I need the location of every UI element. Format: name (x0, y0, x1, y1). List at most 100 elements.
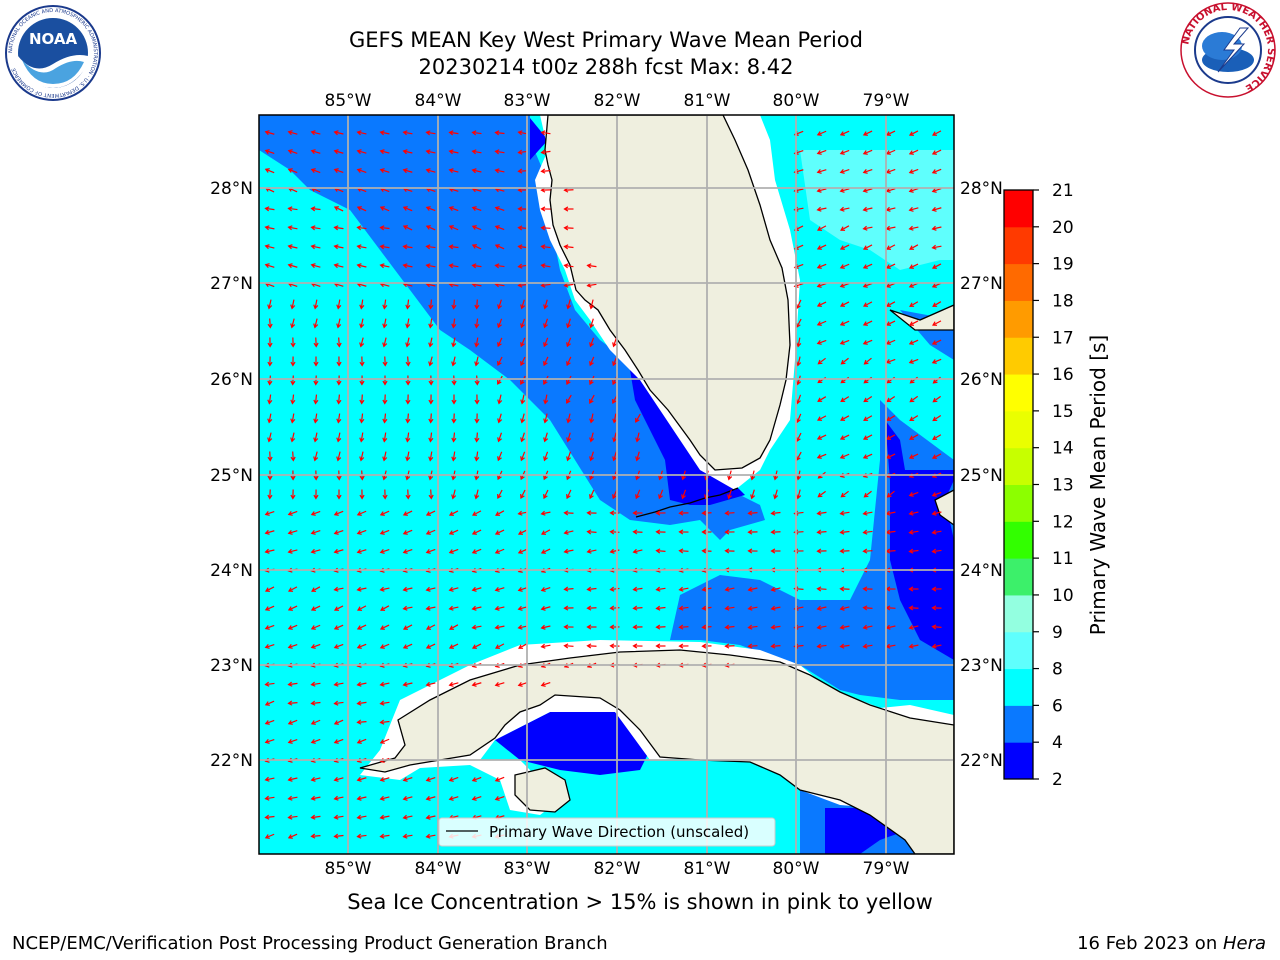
wave-direction-arrowhead (471, 644, 478, 649)
wave-direction-arrow (520, 318, 526, 328)
wave-direction-arrowhead (359, 304, 365, 310)
wave-direction-arrowhead (701, 624, 707, 630)
wave-direction-arrow (452, 451, 456, 461)
wave-direction-arrowhead (839, 529, 845, 535)
wave-direction-arrow (334, 131, 344, 135)
wave-direction-arrow (383, 413, 387, 423)
wave-direction-arrowhead (520, 399, 526, 405)
wave-direction-arrow (771, 645, 781, 647)
period-2-4-region-east (885, 420, 954, 660)
colorbar-segment (1004, 410, 1033, 449)
wave-direction-arrowhead (313, 399, 319, 405)
wave-direction-arrowhead (264, 529, 270, 535)
wave-direction-arrow (265, 510, 275, 516)
wave-direction-arrow (498, 394, 502, 404)
wave-direction-arrowhead (540, 549, 546, 554)
wave-direction-arrow (265, 682, 275, 686)
wave-direction-arrowhead (287, 625, 293, 630)
wave-direction-arrowhead (405, 437, 411, 443)
wave-direction-arrowhead (494, 530, 500, 535)
wave-direction-arrow (472, 264, 482, 268)
wave-direction-arrowhead (589, 437, 595, 443)
wave-direction-arrowhead (310, 681, 316, 687)
wave-direction-arrow (886, 320, 896, 326)
wave-direction-arrowhead (635, 456, 641, 462)
lat-label: 28°N (210, 179, 253, 199)
wave-direction-arrow (380, 605, 390, 611)
wave-direction-arrowhead (359, 437, 365, 443)
wave-direction-arrowhead (517, 168, 523, 174)
wave-direction-arrowhead (497, 399, 503, 405)
wave-direction-arrowhead (543, 379, 548, 386)
wave-direction-arrow (497, 318, 503, 328)
wave-direction-arrow (311, 701, 321, 705)
map-frame-content (259, 115, 954, 854)
wave-direction-arrow (886, 358, 896, 364)
wave-direction-arrow (932, 626, 942, 628)
colorbar-tick-label: 20 (1052, 218, 1074, 238)
wave-direction-arrow (380, 549, 390, 553)
wave-direction-arrow (886, 263, 896, 269)
wave-direction-arrowhead (517, 149, 523, 155)
wave-direction-arrowhead (356, 130, 362, 136)
wave-direction-arrowhead (540, 530, 547, 535)
cuba-landmass (359, 649, 954, 854)
wave-direction-arrow (311, 815, 321, 819)
wave-direction-arrow (288, 643, 298, 649)
wave-direction-arrowhead (356, 776, 362, 782)
wave-direction-arrow (566, 489, 572, 499)
wave-direction-arrow (403, 548, 413, 554)
wave-direction-arrow (380, 815, 390, 819)
wave-direction-arrow (357, 721, 367, 723)
wave-direction-arrowhead (497, 323, 502, 329)
wave-direction-arrow (566, 394, 572, 404)
wave-direction-arrow (311, 777, 321, 781)
wave-direction-arrowhead (290, 323, 296, 329)
wave-direction-arrowhead (908, 529, 914, 535)
wave-direction-arrowhead (589, 418, 595, 424)
wave-direction-arrowhead (724, 529, 730, 535)
wave-direction-arrow (495, 264, 505, 268)
wave-direction-arrow (475, 318, 479, 328)
wave-direction-arrowhead (862, 435, 869, 440)
wave-direction-arrowhead (448, 244, 454, 250)
wave-direction-arrowhead (336, 361, 342, 367)
wave-direction-arrow (453, 299, 455, 309)
colorbar-tick-label: 13 (1052, 476, 1074, 496)
wave-direction-arrowhead (449, 625, 455, 630)
wave-direction-arrowhead (886, 492, 892, 498)
wave-direction-arrow (796, 394, 802, 404)
wave-direction-arrowhead (310, 529, 316, 535)
wave-direction-arrowhead (356, 833, 362, 839)
wave-direction-arrowhead (609, 548, 615, 554)
wave-direction-arrowhead (862, 529, 868, 535)
wave-direction-arrowhead (310, 644, 316, 649)
wave-direction-arrow (288, 777, 298, 781)
wave-direction-arrowhead (932, 302, 938, 307)
wave-direction-arrowhead (586, 624, 592, 630)
wave-direction-arrow (288, 682, 298, 686)
wave-direction-arrowhead (451, 437, 457, 443)
wave-direction-arrowhead (313, 323, 319, 329)
wave-direction-arrowhead (517, 586, 523, 592)
wave-direction-arrowhead (747, 586, 753, 592)
wave-direction-arrowhead (359, 342, 365, 348)
wave-direction-arrow (633, 587, 643, 591)
wave-direction-arrow (429, 299, 433, 309)
wave-direction-arrowhead (402, 130, 408, 136)
wave-direction-arrowhead (747, 529, 753, 535)
wave-direction-arrow (380, 169, 390, 173)
wave-direction-arrowhead (885, 435, 892, 440)
wave-direction-arrow (426, 510, 436, 516)
wave-direction-arrowhead (724, 643, 730, 649)
lon-label: 82°W (594, 859, 641, 879)
wave-direction-arrow (863, 434, 873, 440)
wave-direction-arrowhead (885, 131, 891, 136)
wave-direction-arrow (863, 188, 873, 192)
wave-direction-arrowhead (886, 378, 892, 384)
wave-direction-arrowhead (908, 340, 914, 345)
wave-direction-arrowhead (287, 700, 293, 706)
wave-direction-arrowhead (451, 418, 457, 424)
wave-direction-arrow (357, 643, 367, 649)
wave-direction-arrowhead (863, 359, 869, 365)
